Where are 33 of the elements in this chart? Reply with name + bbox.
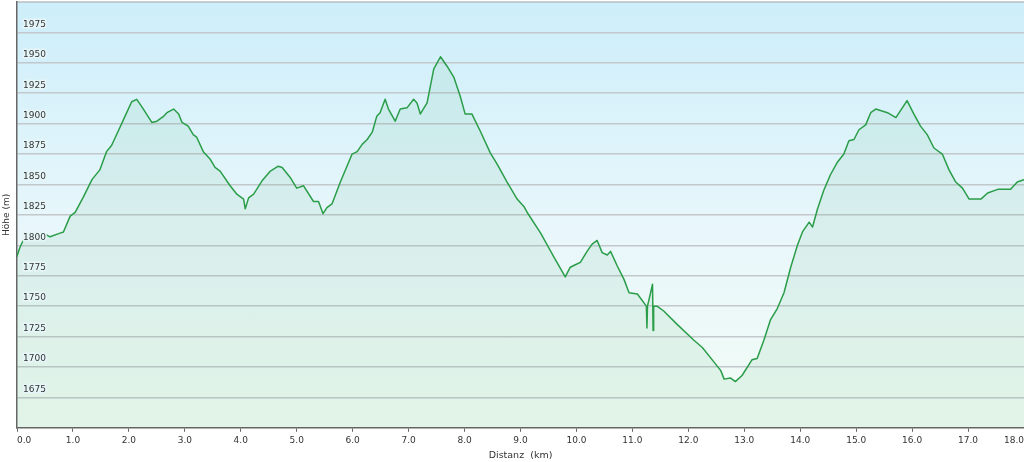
y-tick-label: 1825	[23, 201, 46, 212]
x-tick-label: 18.0	[1003, 434, 1024, 445]
x-tick-label: 1.0	[65, 434, 81, 445]
x-tick-label: 8.0	[457, 434, 472, 445]
x-tick-label: 0.0	[17, 434, 32, 445]
x-tick-label: 6.0	[345, 434, 361, 445]
x-tick-label: 11.0	[622, 434, 643, 445]
y-tick-label: 1725	[23, 322, 46, 333]
y-tick-label: 1700	[23, 353, 47, 364]
y-tick-label: 1750	[23, 292, 47, 303]
x-tick-label: 10.0	[566, 434, 587, 445]
x-tick-label: 3.0	[177, 434, 193, 445]
x-axis-title: Distanz (km)	[488, 448, 553, 460]
y-tick-label: 1975	[23, 18, 46, 29]
y-axis-title: Höhe (m)	[0, 193, 11, 236]
y-tick-label: 1775	[23, 262, 46, 273]
y-tick-label: 1950	[23, 49, 47, 60]
x-tick-label: 16.0	[902, 434, 923, 445]
y-tick-label: 1675	[23, 383, 46, 394]
x-tick-label: 7.0	[401, 434, 417, 445]
x-tick-label: 13.0	[734, 434, 755, 445]
x-tick-label: 2.0	[121, 434, 137, 445]
x-tick-label: 12.0	[678, 434, 699, 445]
y-tick-label: 1850	[23, 170, 47, 181]
x-tick-label: 15.0	[846, 434, 867, 445]
x-tick-label: 9.0	[513, 434, 528, 445]
x-tick-label: 17.0	[958, 434, 979, 445]
x-tick-label: 4.0	[233, 434, 249, 445]
y-tick-label: 1875	[23, 140, 46, 151]
y-tick-label: 1925	[23, 79, 46, 90]
x-tick-label: 14.0	[790, 434, 811, 445]
y-tick-label: 1900	[23, 110, 47, 120]
x-tick-label: 5.0	[289, 434, 305, 445]
